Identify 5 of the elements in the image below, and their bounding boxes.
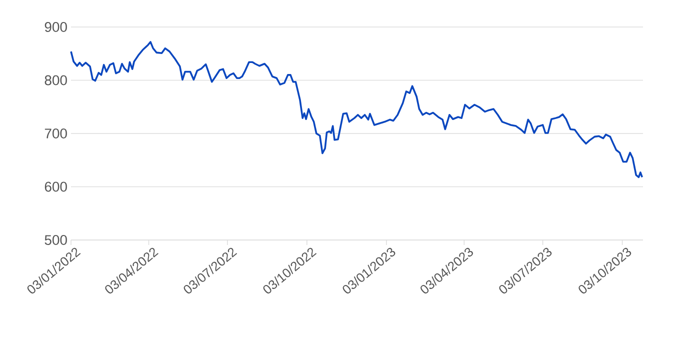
y-tick-label: 800 xyxy=(44,75,67,86)
y-tick-label: 500 xyxy=(44,235,67,245)
y-tick-label: 900 xyxy=(44,22,67,32)
y-tick-label: 600 xyxy=(44,182,67,192)
y-tick-label: 700 xyxy=(44,128,67,138)
